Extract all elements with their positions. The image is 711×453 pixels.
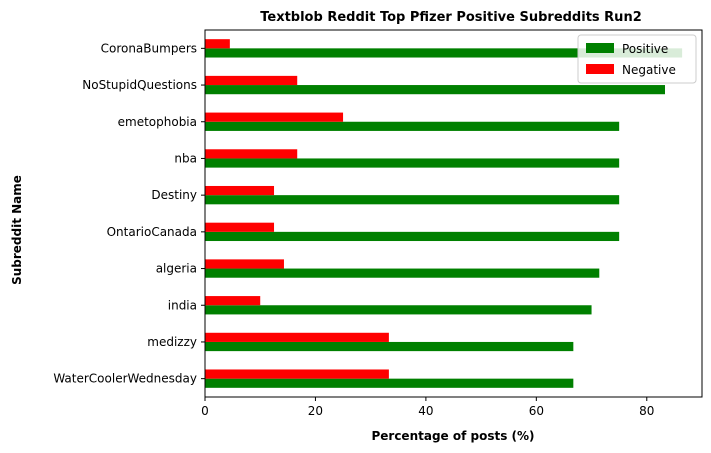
x-tick-label: 0 — [201, 404, 209, 418]
bar-positive-algeria — [205, 268, 600, 278]
bar-negative-watercoolerwednesday — [205, 369, 389, 379]
chart-title: Textblob Reddit Top Pfizer Positive Subr… — [260, 10, 642, 25]
y-tick-label: nba — [174, 151, 197, 165]
x-tick-label: 80 — [639, 404, 654, 418]
bar-negative-algeria — [205, 259, 284, 269]
legend-swatch-negative — [586, 64, 614, 74]
legend-label-positive: Positive — [622, 42, 668, 56]
x-tick-label: 60 — [529, 404, 544, 418]
bar-positive-destiny — [205, 195, 620, 205]
bar-negative-medizzy — [205, 332, 389, 342]
bar-negative-destiny — [205, 185, 275, 196]
y-tick-label: medizzy — [147, 335, 197, 349]
y-tick-label: algeria — [156, 262, 197, 276]
bar-positive-ontariocanada — [205, 231, 620, 242]
y-axis-label: Subreddit Name — [10, 175, 24, 285]
bar-positive-watercoolerwednesday — [205, 378, 574, 388]
legend-swatch-positive — [586, 43, 614, 53]
y-tick-label: india — [168, 298, 197, 312]
y-tick-label: CoronaBumpers — [101, 41, 197, 55]
bar-positive-medizzy — [205, 341, 574, 352]
chart-legend: Positive Negative — [577, 34, 697, 84]
bar-positive-india — [205, 305, 592, 315]
y-tick-label: WaterCoolerWednesday — [53, 372, 197, 386]
y-tick-label: emetophobia — [118, 115, 197, 129]
x-axis-label: Percentage of posts (%) — [371, 429, 534, 443]
bar-negative-nostupidquestions — [205, 75, 298, 86]
bar-negative-india — [205, 296, 261, 306]
y-tick-label: Destiny — [151, 188, 197, 202]
bar-negative-emetophobia — [205, 112, 344, 122]
bar-negative-nba — [205, 149, 298, 159]
bar-negative-ontariocanada — [205, 222, 275, 232]
bar-positive-nostupidquestions — [205, 85, 666, 95]
legend-label-negative: Negative — [622, 63, 676, 77]
x-tick-label: 40 — [418, 404, 433, 418]
bar-positive-nba — [205, 158, 620, 168]
x-tick-label: 20 — [308, 404, 323, 418]
bar-positive-coronabumpers — [205, 48, 683, 58]
bar-negative-coronabumpers — [205, 39, 230, 49]
y-tick-label: OntarioCanada — [107, 225, 197, 239]
bar-positive-emetophobia — [205, 121, 620, 131]
y-tick-label: NoStupidQuestions — [82, 78, 197, 92]
plot-area: CoronaBumpers NoStupidQuestions emetophobi… — [53, 29, 703, 418]
axes-frame — [204, 29, 703, 398]
